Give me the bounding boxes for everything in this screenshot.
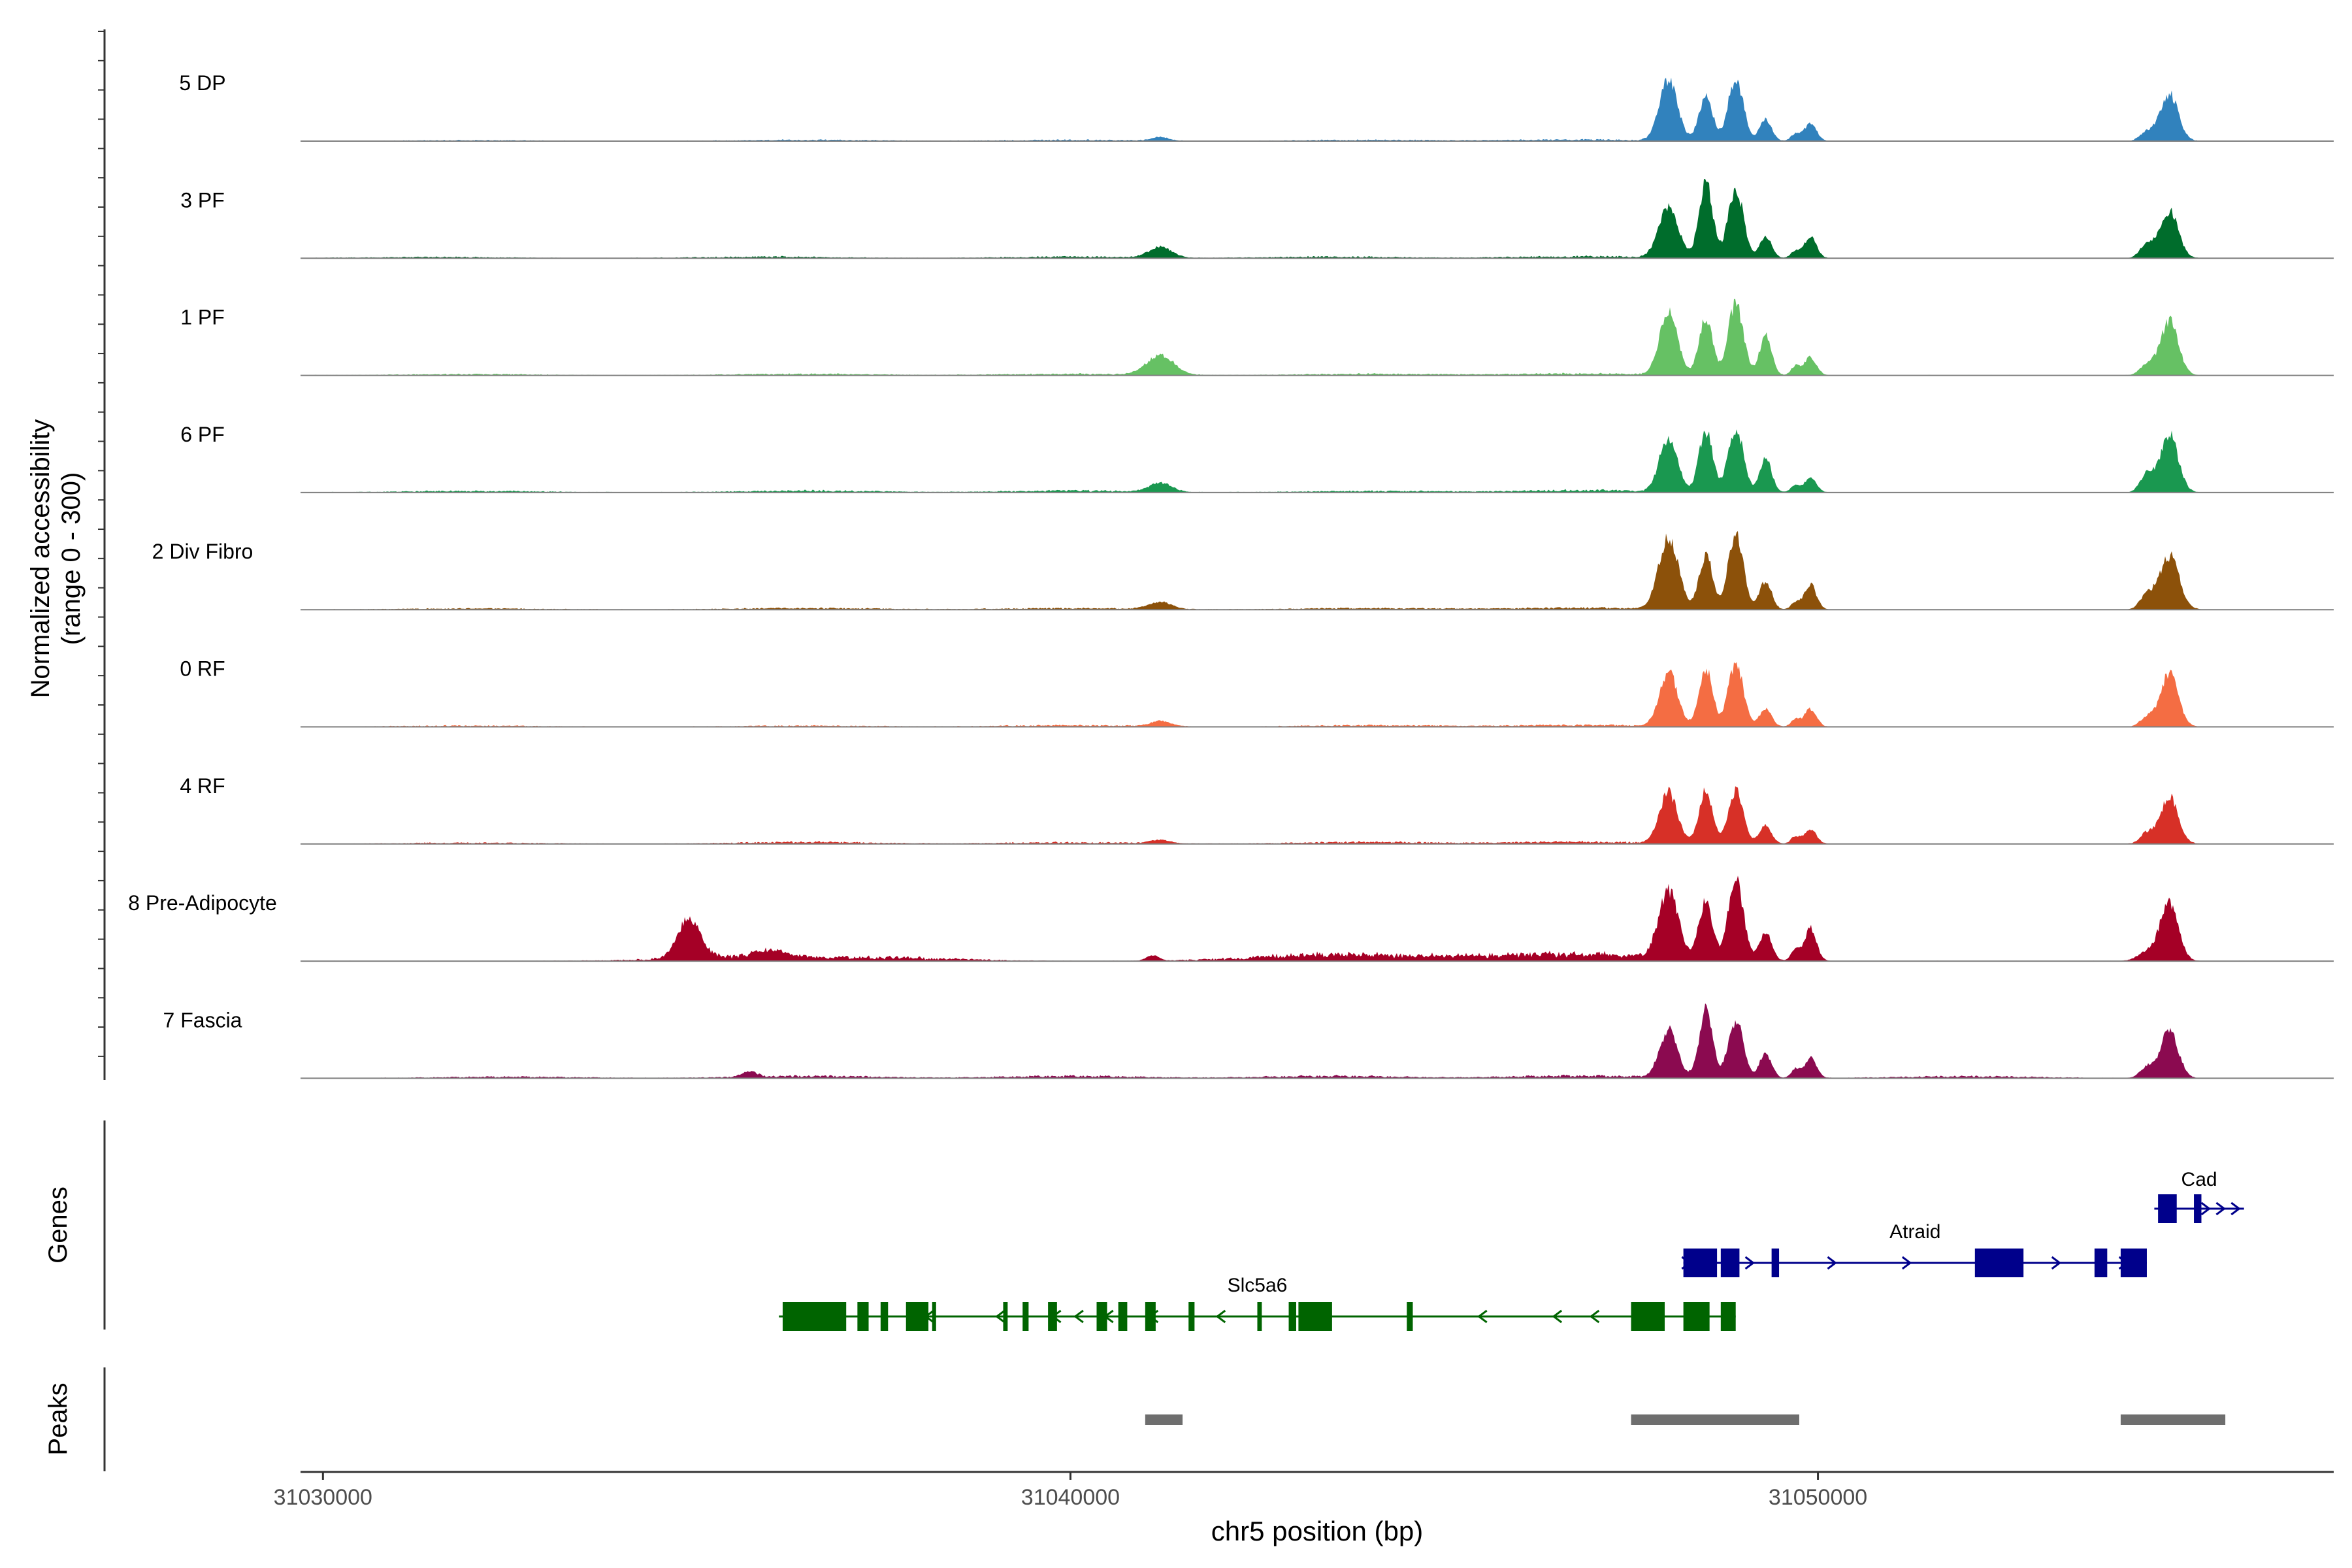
track-area bbox=[301, 662, 2334, 727]
strand-arrow bbox=[1477, 1309, 1488, 1324]
x-tick-label: 31050000 bbox=[1769, 1485, 1867, 1510]
peak-bar bbox=[2120, 1414, 2226, 1425]
track-label: 4 RF bbox=[180, 774, 225, 798]
x-axis-ticks: 31030000 31040000 31050000 bbox=[274, 1472, 1867, 1510]
gene-exon bbox=[1298, 1302, 1332, 1331]
strand-arrow bbox=[1051, 1309, 1062, 1324]
strand-arrow bbox=[2200, 1201, 2211, 1216]
track-4-rf bbox=[301, 786, 2334, 845]
gene-exon bbox=[1720, 1249, 1740, 1277]
track-area bbox=[301, 875, 2334, 962]
gene-atraid: Atraid bbox=[1681, 1221, 2147, 1277]
track-label: 5 DP bbox=[179, 71, 225, 95]
x-tick-label: 31030000 bbox=[274, 1485, 372, 1510]
gene-exon bbox=[1257, 1302, 1262, 1331]
gene-exon bbox=[1118, 1302, 1128, 1331]
gene-exon bbox=[932, 1302, 936, 1331]
track-area bbox=[301, 77, 2334, 141]
strand-arrow bbox=[1744, 1256, 1756, 1270]
strand-arrow bbox=[1073, 1309, 1084, 1324]
strand-arrow bbox=[995, 1309, 1005, 1324]
tracks-y-ticks bbox=[98, 31, 105, 1057]
gene-exon bbox=[2120, 1249, 2147, 1277]
track-label: 3 PF bbox=[180, 188, 225, 212]
strand-arrow bbox=[1103, 1309, 1114, 1324]
gene-exon bbox=[880, 1302, 889, 1331]
gene-slc5a6: Slc5a6 bbox=[779, 1275, 1736, 1331]
gene-name: Slc5a6 bbox=[1228, 1275, 1288, 1296]
track-area bbox=[301, 429, 2334, 493]
strand-arrow bbox=[2230, 1201, 2241, 1216]
strand-arrow bbox=[1901, 1256, 1912, 1270]
gene-exon bbox=[2094, 1249, 2108, 1277]
x-tick-label: 31040000 bbox=[1021, 1485, 1120, 1510]
track-5-dp bbox=[301, 77, 2334, 142]
strand-arrow bbox=[1215, 1309, 1226, 1324]
gene-exon bbox=[2194, 1194, 2202, 1223]
track-labels: 5 DP 3 PF 1 PF 6 PF 2 Div Fibro 0 RF 4 RF 8 Pre… bbox=[128, 71, 277, 1032]
strand-arrow bbox=[1552, 1309, 1563, 1324]
gene-exon bbox=[1683, 1302, 1710, 1331]
genes-panel-label: Genes bbox=[44, 1186, 73, 1264]
strand-arrow bbox=[1589, 1309, 1600, 1324]
gene-name: Cad bbox=[2181, 1169, 2217, 1190]
strand-arrow bbox=[924, 1309, 934, 1324]
gene-exon bbox=[1288, 1302, 1296, 1331]
gene-exon bbox=[1974, 1249, 2024, 1277]
track-area bbox=[301, 1003, 2334, 1079]
peak-bar bbox=[1145, 1414, 1183, 1425]
track-8-pre-adipocyte bbox=[301, 875, 2334, 962]
strand-arrow bbox=[1827, 1256, 1837, 1270]
peaks-panel-label: Peaks bbox=[44, 1382, 73, 1455]
track-area bbox=[301, 179, 2334, 259]
gene-exon bbox=[1631, 1302, 1665, 1331]
strand-arrow bbox=[1681, 1256, 1691, 1270]
gene-cad: Cad bbox=[2154, 1169, 2244, 1223]
track-1-pf bbox=[301, 299, 2334, 376]
gene-exon bbox=[1771, 1249, 1780, 1277]
gene-exon bbox=[1003, 1302, 1008, 1331]
gene-exon bbox=[1188, 1302, 1195, 1331]
peak-regions bbox=[1145, 1414, 2226, 1425]
gene-exon bbox=[1022, 1302, 1029, 1331]
gene-exon bbox=[1407, 1302, 1413, 1331]
gene-annotations: Cad Atraid Slc5a6 bbox=[779, 1169, 2244, 1331]
gene-exon bbox=[857, 1302, 869, 1331]
gene-exon bbox=[1720, 1302, 1736, 1331]
strand-arrow bbox=[2215, 1201, 2226, 1216]
gene-exon bbox=[782, 1302, 847, 1331]
track-0-rf bbox=[301, 662, 2334, 728]
accessibility-tracks bbox=[301, 77, 2334, 1079]
track-label: 7 Fascia bbox=[163, 1008, 242, 1032]
track-area bbox=[301, 531, 2334, 610]
strand-arrow bbox=[2051, 1256, 2062, 1270]
track-area bbox=[301, 786, 2334, 844]
strand-arrow bbox=[2118, 1256, 2129, 1270]
track-2-div-fibro bbox=[301, 531, 2334, 611]
track-label: 6 PF bbox=[180, 423, 225, 446]
track-label: 2 Div Fibro bbox=[152, 540, 253, 563]
track-3-pf bbox=[301, 179, 2334, 259]
track-label: 1 PF bbox=[180, 306, 225, 329]
strand-arrow bbox=[1148, 1309, 1159, 1324]
x-axis-label: chr5 position (bp) bbox=[1211, 1516, 1424, 1546]
y-axis-label-line2: (range 0 - 300) bbox=[57, 472, 86, 645]
track-7-fascia bbox=[301, 1003, 2334, 1079]
track-6-pf bbox=[301, 429, 2334, 493]
gene-exon bbox=[2158, 1194, 2177, 1223]
track-area bbox=[301, 299, 2334, 376]
y-axis-label-line1: Normalized accessibility bbox=[26, 419, 55, 698]
gene-exon bbox=[1096, 1302, 1107, 1331]
peak-bar bbox=[1631, 1414, 1799, 1425]
track-label: 8 Pre-Adipocyte bbox=[128, 891, 277, 915]
gene-name: Atraid bbox=[1889, 1221, 1940, 1243]
track-label: 0 RF bbox=[180, 657, 225, 681]
